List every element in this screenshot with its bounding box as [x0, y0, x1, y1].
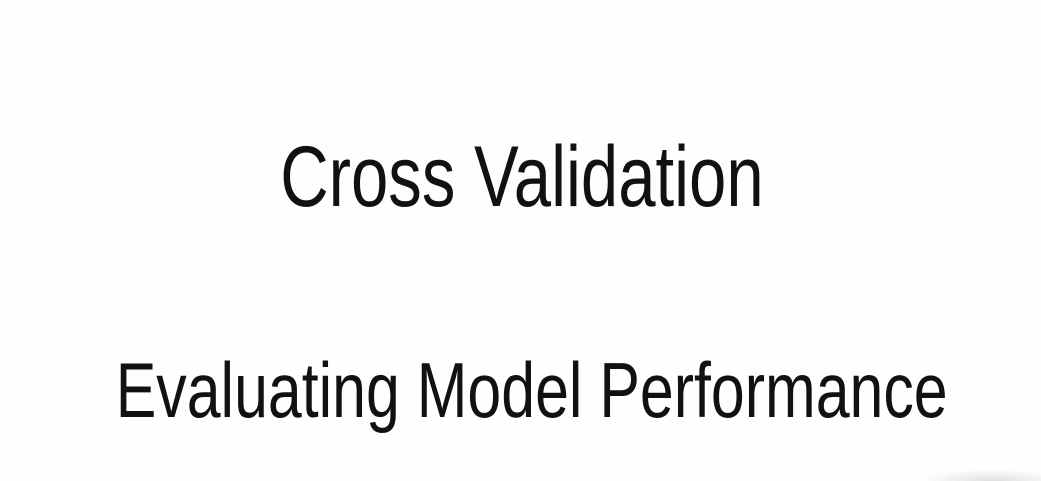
slide-title: Cross Validation — [280, 129, 764, 225]
corner-shadow — [921, 469, 1041, 481]
slide-subtitle: Evaluating Model Performance — [115, 346, 948, 434]
